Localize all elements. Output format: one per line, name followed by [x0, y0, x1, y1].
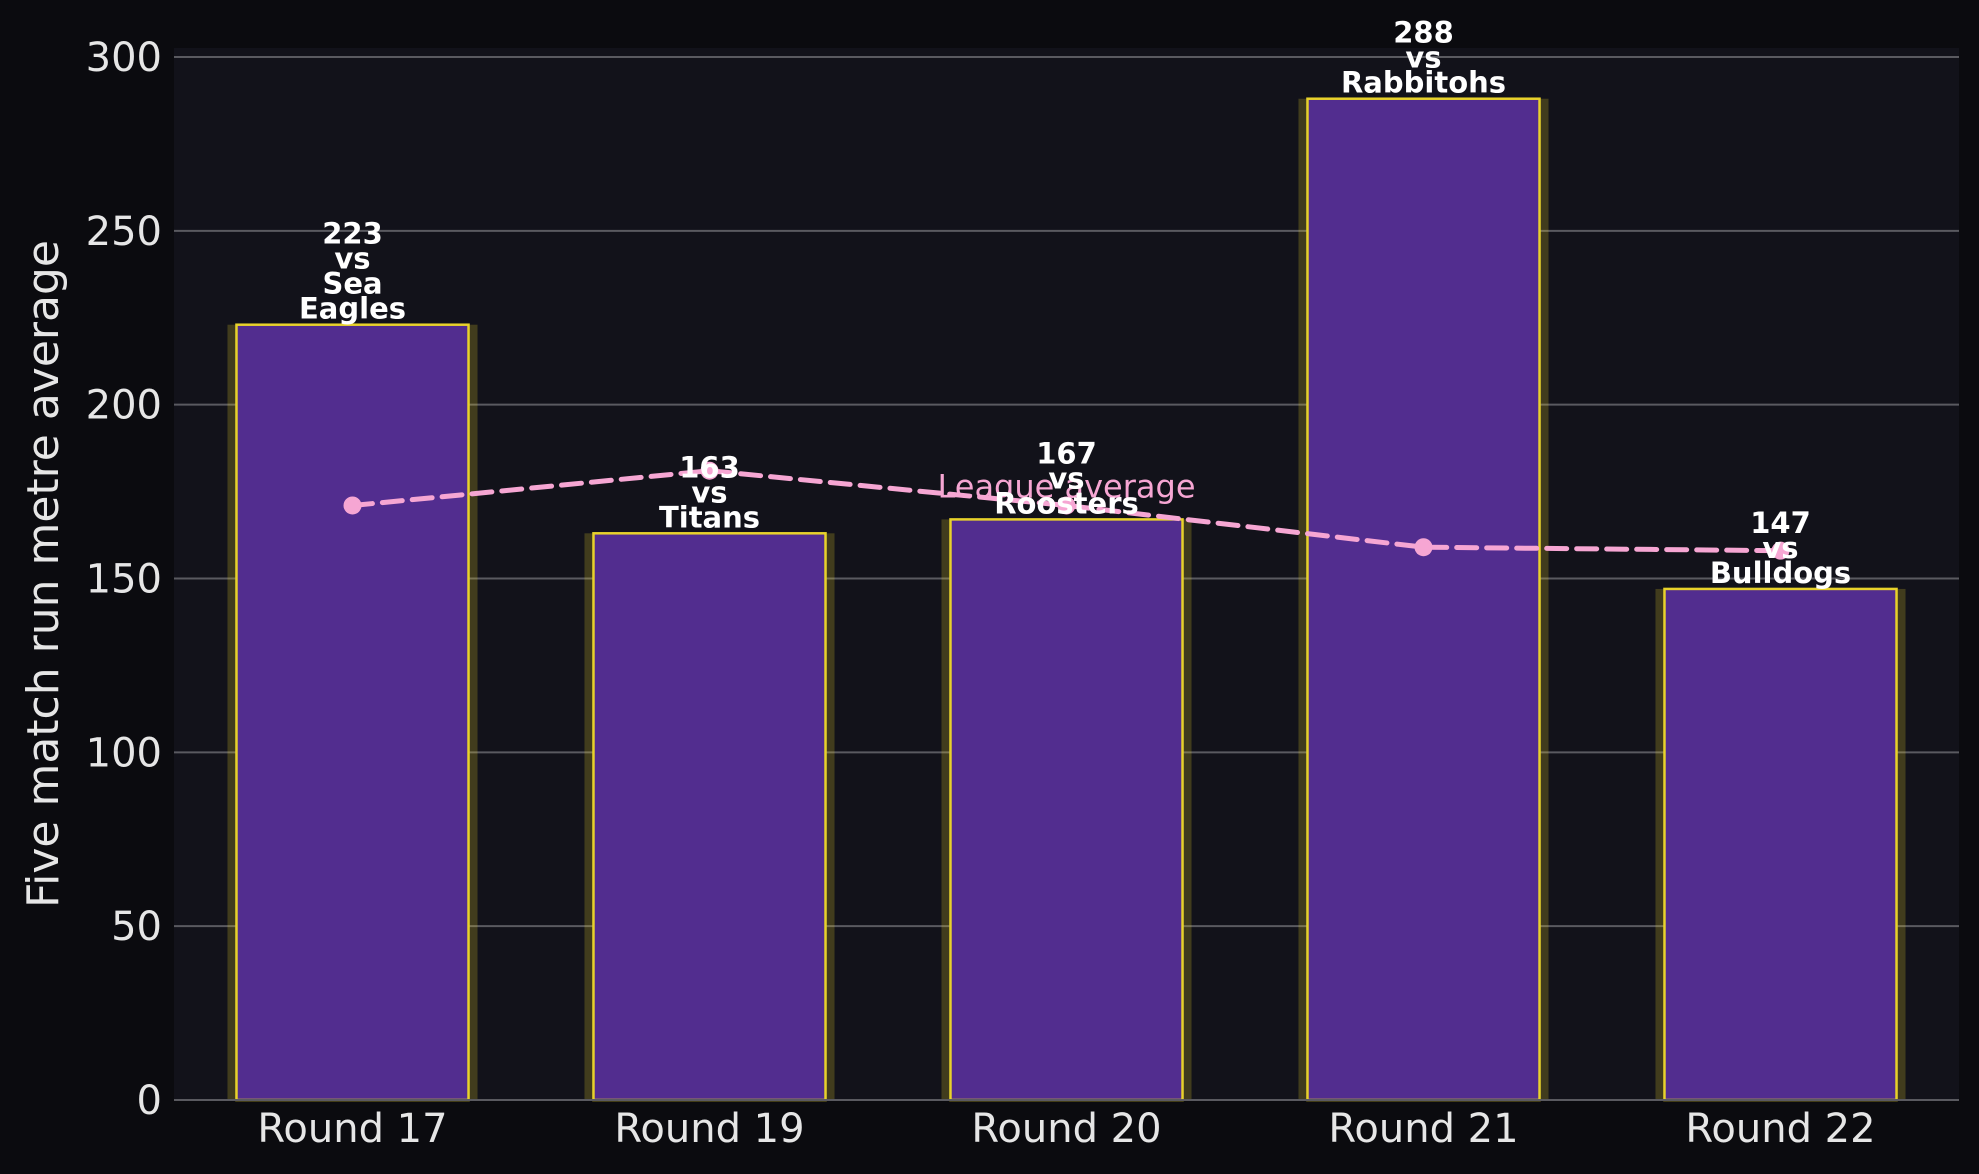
y-tick-label: 0	[137, 1078, 162, 1124]
league-average-point	[1414, 538, 1433, 557]
bar-value-label: vs	[1048, 461, 1084, 495]
bar-value-label: 167	[1036, 436, 1097, 470]
league-average-point	[700, 461, 719, 480]
bar-value-label: Sea	[322, 267, 382, 301]
x-tick-label: Round 19	[614, 1106, 804, 1152]
bar-value-label: 288	[1393, 16, 1454, 50]
axes: 0 50 100 150 200 250 300 Round 17 Round 19 Round …	[86, 35, 1959, 1152]
league-average-path	[350, 468, 1783, 554]
bar-value-label: Titans	[659, 500, 760, 534]
y-tick-label: 300	[86, 35, 162, 81]
bar-round-20	[949, 518, 1184, 1102]
bar-value-label: vs	[691, 475, 727, 509]
y-tick-label: 150	[86, 557, 162, 603]
bar-value-label: Bulldogs	[1710, 556, 1851, 590]
bar-labels: 223vsSeaEagles163vsTitans167vsRoosters28…	[299, 16, 1851, 590]
bar-value-label: Roosters	[994, 486, 1139, 520]
bars	[227, 97, 1906, 1102]
bar-value-label: vs	[1405, 41, 1441, 75]
bar-value-label: 147	[1750, 506, 1811, 540]
bar-round-17	[235, 323, 470, 1102]
x-tick-label: Round 21	[1328, 1106, 1518, 1152]
bar-value-label: Rabbitohs	[1341, 66, 1506, 100]
bar-round-19	[592, 532, 827, 1102]
bar-value-label: vs	[1762, 531, 1798, 565]
bar-round-22	[1663, 587, 1898, 1102]
x-tick-label: Round 22	[1685, 1106, 1875, 1152]
league-average-line: League average	[343, 461, 1790, 560]
bar-round-21	[1306, 97, 1541, 1102]
bar-value-label: Eagles	[299, 292, 406, 326]
league-average-point	[343, 496, 362, 515]
x-tick-label: Round 20	[971, 1106, 1161, 1152]
league-average-label: League average	[937, 467, 1195, 505]
y-tick-label: 50	[111, 904, 162, 950]
y-axis-title: Five match run metre average	[18, 240, 69, 908]
y-tick-label: 250	[86, 209, 162, 255]
league-average-point	[1057, 496, 1076, 515]
league-average-point	[1771, 541, 1790, 560]
y-tick-label: 200	[86, 383, 162, 429]
bar-value-label: 223	[322, 217, 383, 251]
bar-value-label: vs	[334, 242, 370, 276]
bar-value-label: 163	[679, 450, 740, 484]
x-tick-label: Round 17	[257, 1106, 447, 1152]
y-tick-label: 100	[86, 730, 162, 776]
